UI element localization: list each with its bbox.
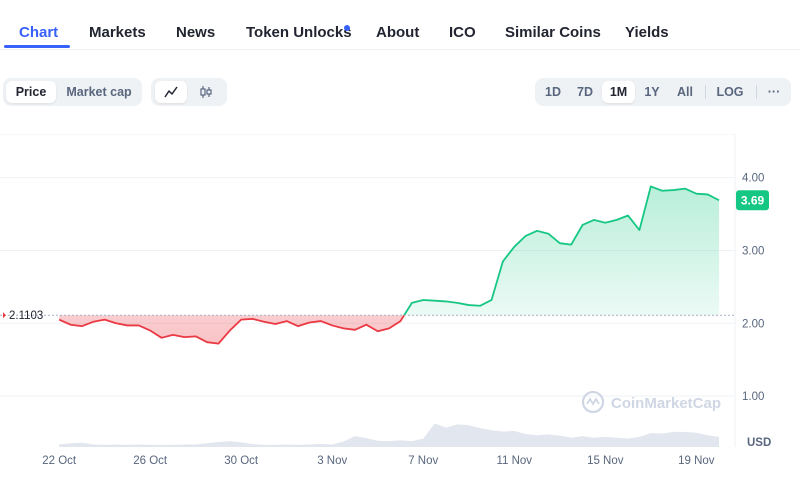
price-line bbox=[58, 185, 720, 345]
price-fill-up bbox=[59, 186, 720, 316]
y-tick-label: 1.00 bbox=[742, 391, 764, 403]
notification-dot bbox=[344, 25, 350, 31]
reference-marker-icon bbox=[3, 312, 6, 319]
y-tick-label: 3.00 bbox=[742, 245, 764, 257]
range-7d-button[interactable]: 7D bbox=[577, 85, 593, 99]
reference-price-line: 2.1103 bbox=[0, 310, 735, 322]
log-scale-button[interactable]: LOG bbox=[716, 85, 744, 99]
candlestick-icon bbox=[200, 86, 212, 98]
price-line-down bbox=[58, 315, 406, 345]
tab-chart[interactable]: Chart bbox=[19, 24, 59, 41]
current-price-label: 3.69 bbox=[741, 194, 765, 208]
reference-price-label: 2.1103 bbox=[9, 310, 43, 322]
metric-toggle: Price Market cap bbox=[3, 78, 142, 106]
tab-markets[interactable]: Markets bbox=[89, 24, 146, 41]
top-nav-tabs: Chart Markets News Token Unlocks About I… bbox=[0, 0, 800, 50]
range-selector: 1D 7D 1M 1Y All LOG ··· bbox=[535, 78, 791, 106]
x-tick-label: 19 Nov bbox=[678, 455, 715, 467]
range-all-button[interactable]: All bbox=[677, 85, 693, 99]
tab-ico[interactable]: ICO bbox=[449, 24, 476, 41]
tab-news[interactable]: News bbox=[176, 24, 216, 41]
tab-token-unlocks[interactable]: Token Unlocks bbox=[246, 24, 352, 41]
more-options-button[interactable]: ··· bbox=[767, 85, 781, 99]
price-button[interactable]: Price bbox=[6, 81, 56, 103]
chart-axes: 4.00 3.00 2.00 1.00 USD 22 Oct 26 Oct 30 Oct 3 N… bbox=[42, 173, 771, 467]
active-tab-indicator bbox=[4, 45, 70, 48]
volume-area bbox=[59, 423, 720, 447]
range-1m-button[interactable]: 1M bbox=[602, 81, 635, 103]
price-area-fill bbox=[59, 186, 720, 344]
x-tick-label: 11 Nov bbox=[496, 455, 532, 467]
line-chart-icon bbox=[164, 86, 178, 98]
tab-about[interactable]: About bbox=[376, 24, 420, 41]
current-price-badge-bg bbox=[736, 190, 769, 211]
x-tick-label: 3 Nov bbox=[317, 455, 347, 467]
current-price-badge: 3.69 bbox=[736, 190, 769, 211]
line-chart-button[interactable] bbox=[155, 81, 187, 103]
x-tick-label: 15 Nov bbox=[587, 455, 624, 467]
range-1d-button[interactable]: 1D bbox=[545, 85, 561, 99]
x-tick-label: 30 Oct bbox=[224, 455, 259, 467]
volume-bars bbox=[59, 423, 720, 447]
y-tick-label: 4.00 bbox=[742, 173, 764, 185]
candlestick-button[interactable] bbox=[190, 81, 222, 103]
x-tick-label: 22 Oct bbox=[42, 455, 77, 467]
chart-style-toggle bbox=[151, 78, 227, 106]
price-chart: 2.1103 4.00 3.00 2.00 1.00 USD 22 Oct 26 Oct 30… bbox=[0, 133, 800, 500]
range-1y-button[interactable]: 1Y bbox=[644, 85, 660, 99]
tab-similar-coins[interactable]: Similar Coins bbox=[505, 24, 601, 41]
tab-yields[interactable]: Yields bbox=[625, 24, 669, 41]
coinmarketcap-logo-icon bbox=[581, 390, 605, 414]
watermark-text: CoinMarketCap bbox=[611, 395, 721, 412]
x-tick-label: 7 Nov bbox=[408, 455, 438, 467]
price-chart-svg: 2.1103 4.00 3.00 2.00 1.00 USD 22 Oct 26 Oct 30… bbox=[0, 133, 771, 467]
x-tick-label: 26 Oct bbox=[133, 455, 168, 467]
y-tick-label: 2.00 bbox=[742, 318, 764, 330]
currency-label: USD bbox=[747, 437, 771, 449]
price-line-up bbox=[403, 185, 720, 316]
divider bbox=[756, 85, 757, 99]
divider bbox=[705, 85, 706, 99]
market-cap-button[interactable]: Market cap bbox=[66, 85, 132, 99]
coinmarketcap-watermark: CoinMarketCap bbox=[581, 390, 721, 414]
